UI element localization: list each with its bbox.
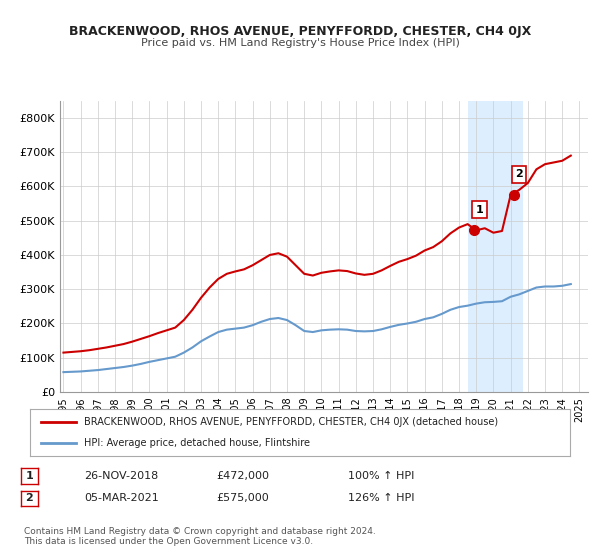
Text: £472,000: £472,000: [216, 471, 269, 481]
Text: 2: 2: [515, 170, 523, 179]
Text: Price paid vs. HM Land Registry's House Price Index (HPI): Price paid vs. HM Land Registry's House …: [140, 38, 460, 48]
Text: £575,000: £575,000: [216, 493, 269, 503]
Text: Contains HM Land Registry data © Crown copyright and database right 2024.
This d: Contains HM Land Registry data © Crown c…: [24, 526, 376, 546]
Text: 05-MAR-2021: 05-MAR-2021: [84, 493, 159, 503]
Text: 26-NOV-2018: 26-NOV-2018: [84, 471, 158, 481]
Text: 1: 1: [476, 205, 484, 214]
Text: 1: 1: [26, 471, 33, 481]
Bar: [467, 101, 523, 392]
Text: 2: 2: [26, 493, 33, 503]
Text: 100% ↑ HPI: 100% ↑ HPI: [348, 471, 415, 481]
Text: BRACKENWOOD, RHOS AVENUE, PENYFFORDD, CHESTER, CH4 0JX (detached house): BRACKENWOOD, RHOS AVENUE, PENYFFORDD, CH…: [84, 417, 498, 427]
Text: HPI: Average price, detached house, Flintshire: HPI: Average price, detached house, Flin…: [84, 438, 310, 448]
Text: 126% ↑ HPI: 126% ↑ HPI: [348, 493, 415, 503]
Text: BRACKENWOOD, RHOS AVENUE, PENYFFORDD, CHESTER, CH4 0JX: BRACKENWOOD, RHOS AVENUE, PENYFFORDD, CH…: [69, 25, 531, 38]
